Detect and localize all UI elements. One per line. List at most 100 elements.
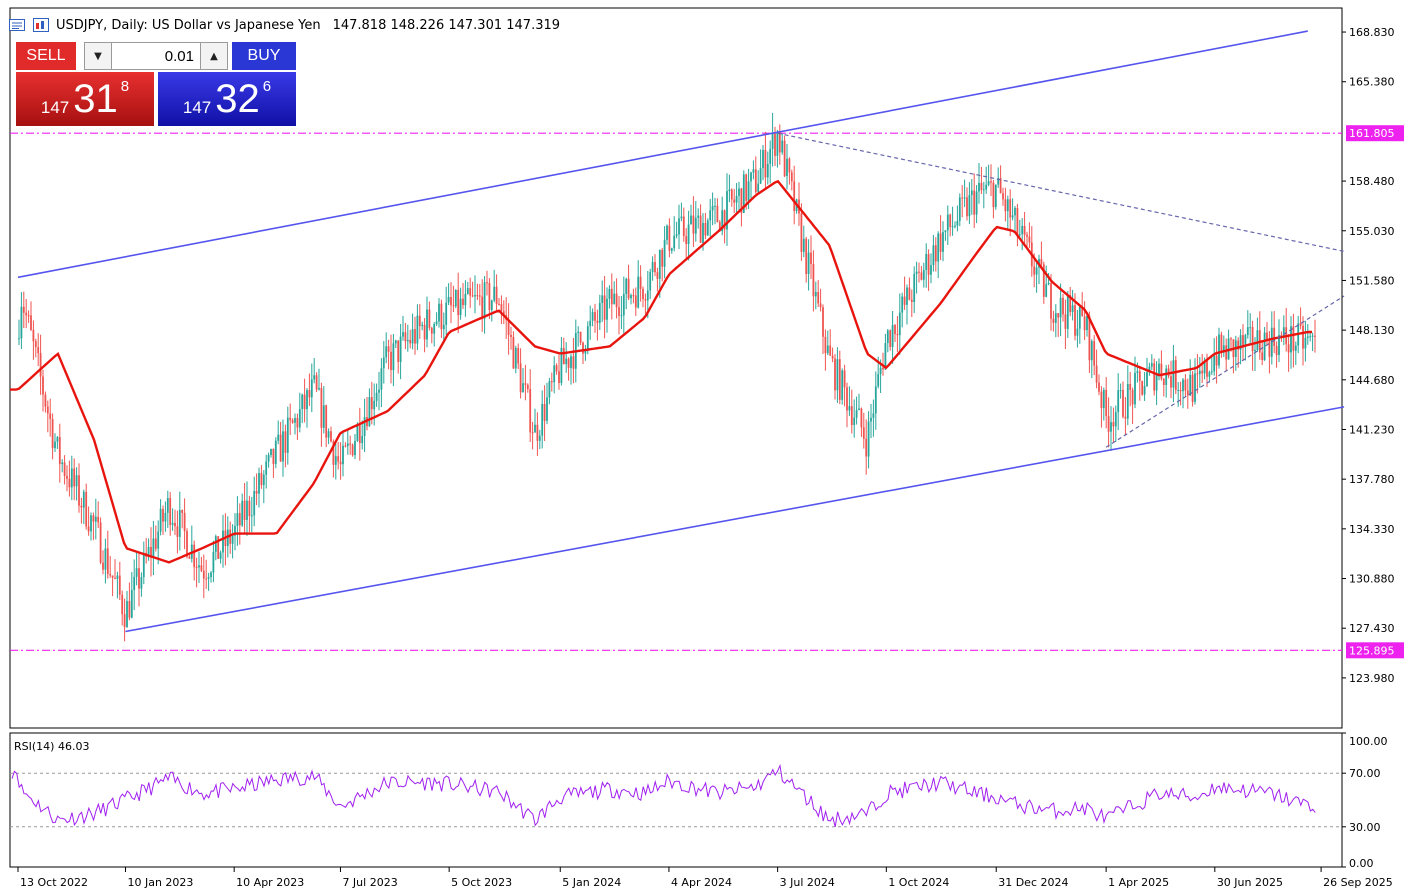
time-tick-label: 1 Oct 2024: [888, 876, 949, 889]
candle-body: [1225, 345, 1228, 360]
candle-body: [846, 387, 848, 411]
candle-body: [1249, 327, 1252, 329]
increase-lot-icon[interactable]: ▲: [200, 43, 227, 69]
buy-quote-big: 32: [215, 77, 260, 121]
candle-body: [654, 262, 656, 273]
candle-body: [1230, 338, 1232, 340]
candle-body: [454, 289, 457, 307]
candle-body: [478, 295, 481, 297]
candle-body: [1158, 363, 1160, 375]
candle-body: [730, 189, 733, 200]
candle-body: [310, 379, 313, 398]
rsi-tick-label: 30.00: [1349, 821, 1381, 834]
price-tick-label: 155.030: [1349, 225, 1395, 238]
candle-body: [774, 132, 776, 156]
candle-body: [70, 468, 73, 488]
candle-body: [1105, 389, 1108, 417]
candle-body: [279, 434, 282, 462]
candle-body: [966, 197, 968, 217]
candle-body: [1021, 225, 1024, 235]
sell-quote[interactable]: 147 31 8: [16, 72, 154, 126]
time-tick-label: 26 Sep 2025: [1323, 876, 1393, 889]
candle-body: [128, 601, 131, 618]
candle-body: [87, 526, 90, 532]
candle-body: [1122, 390, 1124, 417]
lot-size-input[interactable]: 0.01: [164, 47, 194, 65]
candle-body: [572, 356, 575, 369]
candle-body: [1246, 327, 1249, 336]
candle-body: [982, 189, 985, 191]
candle-body: [104, 548, 107, 570]
rsi-tick-label: 70.00: [1349, 767, 1381, 780]
candle-body: [1064, 314, 1067, 329]
candle-body: [80, 505, 83, 508]
buy-button[interactable]: BUY: [232, 42, 296, 70]
candle-body: [1141, 381, 1144, 395]
lot-size-stepper[interactable]: ▼ 0.01 ▲: [84, 42, 228, 70]
rsi-line: [11, 763, 1316, 828]
candle-body: [378, 389, 380, 393]
chart-icon[interactable]: [32, 18, 50, 32]
candle-body: [934, 245, 937, 262]
time-tick-label: 10 Jan 2023: [127, 876, 193, 889]
candle-body: [577, 331, 580, 334]
candle-body: [138, 568, 140, 589]
candle-body: [1184, 379, 1187, 391]
menu-icon[interactable]: [8, 18, 26, 32]
candle-body: [457, 289, 460, 315]
candle-body: [1098, 382, 1100, 392]
candle-body: [320, 388, 323, 428]
candle-body: [109, 573, 112, 576]
candle-body: [92, 515, 95, 522]
candle-body: [1302, 325, 1304, 349]
candle-body: [786, 158, 788, 177]
candle-body: [303, 394, 306, 410]
candle-body: [711, 205, 714, 211]
candle-body: [1052, 318, 1055, 323]
candle-body: [879, 367, 882, 375]
candle-body: [1076, 328, 1079, 336]
candle-body: [963, 197, 966, 199]
candle-body: [154, 538, 157, 549]
candle-body: [891, 325, 894, 347]
buy-quote[interactable]: 147 32 6: [158, 72, 296, 126]
sell-quote-prefix: 147: [40, 98, 70, 117]
candle-body: [214, 536, 217, 552]
candle-body: [387, 346, 390, 352]
candle-body: [618, 307, 620, 316]
candle-body: [114, 577, 116, 579]
candle-body: [142, 552, 145, 578]
candle-body: [85, 491, 88, 527]
candle-body: [301, 394, 304, 410]
main-panel-frame: [9, 7, 1343, 729]
candle-body: [1174, 360, 1177, 391]
candle-body: [1148, 366, 1151, 373]
candle-body: [1095, 365, 1098, 383]
candle-body: [968, 195, 971, 217]
candle-body: [975, 191, 978, 215]
candle-body: [174, 522, 176, 527]
candle-body: [586, 326, 589, 350]
candle-body: [742, 174, 745, 213]
candle-body: [1102, 389, 1105, 409]
candle-body: [1278, 335, 1280, 356]
candle-body: [212, 551, 215, 573]
candle-body: [486, 282, 488, 284]
candle-body: [560, 347, 563, 384]
candle-body: [37, 347, 40, 354]
candle-body: [1062, 297, 1064, 315]
candle-body: [22, 306, 25, 313]
candle-body: [51, 418, 54, 449]
candle-body: [500, 304, 503, 312]
decrease-lot-icon[interactable]: ▼: [85, 43, 112, 69]
ascending-dashed-line: [1105, 295, 1345, 448]
candle-body: [630, 295, 632, 299]
candle-body: [246, 500, 248, 520]
candle-body: [61, 462, 64, 465]
sell-button[interactable]: SELL: [16, 42, 76, 70]
candle-body: [1201, 370, 1204, 374]
candle-body: [771, 132, 774, 149]
candle-body: [555, 365, 558, 372]
candle-body: [889, 330, 892, 347]
